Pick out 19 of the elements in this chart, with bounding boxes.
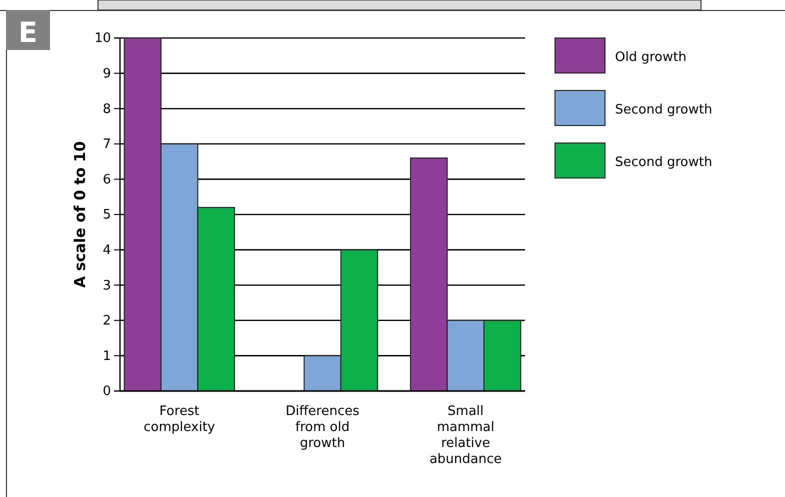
x-tick-label: Forest complexity [144, 404, 216, 435]
x-tick-label: Small mammal relative abundance [429, 404, 502, 467]
x-tick-label: Differences from old growth [286, 404, 360, 451]
y-tick-label: 10 [94, 31, 111, 46]
y-tick-label: 7 [102, 137, 111, 152]
text: Old growth [615, 50, 686, 65]
y-tick-label: 1 [102, 348, 111, 364]
y-tick-label: 6 [102, 172, 111, 188]
y-axis-title: A scale of 0 to 10 [71, 141, 89, 288]
y-tick-label: 4 [102, 242, 111, 258]
text: Second growth [615, 155, 712, 170]
text: E [18, 16, 38, 49]
y-tick-label: 8 [102, 102, 111, 117]
y-tick-label: 2 [102, 314, 111, 329]
text: Second growth [615, 102, 712, 118]
y-tick-label: 5 [102, 208, 111, 223]
y-tick-label: 0 [102, 384, 111, 400]
y-tick-label: 9 [102, 66, 111, 82]
y-tick-label: 3 [102, 278, 111, 294]
